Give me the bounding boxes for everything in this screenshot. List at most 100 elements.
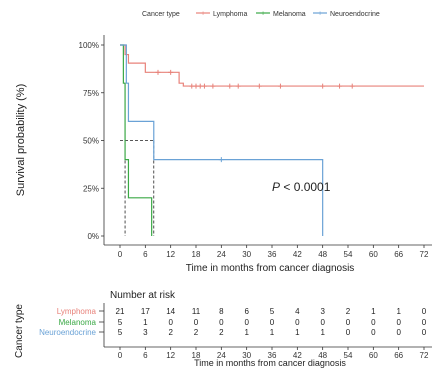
curve-lymphoma bbox=[120, 44, 424, 87]
risk-x-tick-label: 72 bbox=[420, 351, 429, 360]
censor-mark-lymphoma bbox=[320, 83, 326, 89]
legend-label-melanoma: Melanoma bbox=[273, 11, 306, 18]
km-xlabel: Time in months from cancer diagnosis bbox=[186, 263, 355, 274]
risk-cell-lymphoma: 17 bbox=[141, 307, 150, 316]
km-x-tick-label: 48 bbox=[318, 250, 327, 259]
risk-cell-neuroendocrine: 2 bbox=[168, 328, 173, 337]
risk-cell-melanoma: 0 bbox=[194, 318, 199, 327]
risk-cell-lymphoma: 8 bbox=[219, 307, 224, 316]
legend: Cancer type + Lymphoma + Melanoma + Neur… bbox=[142, 11, 380, 19]
km-y-axis: 0% 25% 50% 75% 100% bbox=[79, 41, 104, 241]
risk-cell-melanoma: 5 bbox=[118, 318, 123, 327]
risk-cell-neuroendocrine: 5 bbox=[118, 328, 123, 337]
legend-item-lymphoma: + Lymphoma bbox=[196, 11, 247, 18]
risk-cell-lymphoma: 1 bbox=[371, 307, 376, 316]
risk-cell-melanoma: 0 bbox=[270, 318, 275, 327]
km-y-tick-label: 25% bbox=[83, 184, 99, 193]
risk-cell-lymphoma: 11 bbox=[192, 307, 201, 316]
risk-cell-neuroendocrine: 0 bbox=[346, 328, 351, 337]
risk-cell-neuroendocrine: 0 bbox=[422, 328, 427, 337]
risk-x-tick-label: 0 bbox=[118, 351, 123, 360]
risk-table-ylabel: Cancer type bbox=[14, 304, 25, 358]
risk-cell-lymphoma: 3 bbox=[320, 307, 325, 316]
legend-label-neuroendocrine: Neuroendocrine bbox=[330, 11, 380, 18]
risk-x-tick-label: 24 bbox=[217, 351, 226, 360]
risk-cell-lymphoma: 21 bbox=[116, 307, 125, 316]
censor-mark-lymphoma bbox=[337, 83, 343, 89]
censor-marks bbox=[155, 69, 355, 163]
risk-cell-lymphoma: 4 bbox=[295, 307, 300, 316]
censor-mark-lymphoma bbox=[277, 83, 283, 89]
risk-cell-lymphoma: 1 bbox=[396, 307, 401, 316]
risk-cell-neuroendocrine: 1 bbox=[270, 328, 275, 337]
p-value-text: < 0.0001 bbox=[280, 180, 331, 194]
risk-cell-neuroendocrine: 1 bbox=[244, 328, 249, 337]
km-plot: Survival probability (%) 0% 25% 50% 75% 100%… bbox=[15, 35, 432, 274]
risk-table-title: Number at risk bbox=[110, 290, 176, 301]
risk-cell-melanoma: 0 bbox=[244, 318, 249, 327]
risk-cell-neuroendocrine: 0 bbox=[396, 328, 401, 337]
censor-mark-lymphoma bbox=[155, 69, 161, 75]
censor-mark-lymphoma bbox=[227, 83, 233, 89]
censor-mark-lymphoma bbox=[189, 83, 195, 89]
survival-curves bbox=[120, 44, 424, 236]
risk-x-tick-label: 30 bbox=[242, 351, 251, 360]
curve-melanoma bbox=[120, 44, 153, 236]
km-x-tick-label: 6 bbox=[143, 250, 148, 259]
legend-label-lymphoma: Lymphoma bbox=[213, 11, 247, 18]
km-y-tick-label: 0% bbox=[87, 232, 99, 241]
km-x-tick-label: 18 bbox=[192, 250, 201, 259]
km-x-tick-label: 42 bbox=[293, 250, 302, 259]
censor-mark-lymphoma bbox=[210, 83, 216, 89]
censor-mark-lymphoma bbox=[201, 83, 207, 89]
km-x-tick-label: 0 bbox=[118, 250, 123, 259]
km-x-tick-label: 12 bbox=[166, 250, 175, 259]
risk-x-tick-label: 54 bbox=[344, 351, 353, 360]
legend-key-plus-melanoma: + bbox=[261, 11, 265, 18]
risk-cell-neuroendocrine: 2 bbox=[194, 328, 199, 337]
risk-x-tick-label: 48 bbox=[318, 351, 327, 360]
km-x-tick-label: 24 bbox=[217, 250, 226, 259]
risk-x-tick-label: 18 bbox=[192, 351, 201, 360]
curve-neuroendocrine bbox=[120, 44, 324, 236]
risk-row-label-lymphoma: Lymphoma bbox=[57, 307, 97, 316]
km-x-tick-label: 36 bbox=[268, 250, 277, 259]
risk-cell-lymphoma: 5 bbox=[270, 307, 275, 316]
risk-x-tick-label: 60 bbox=[369, 351, 378, 360]
risk-x-tick-label: 42 bbox=[293, 351, 302, 360]
risk-cell-neuroendocrine: 0 bbox=[371, 328, 376, 337]
risk-cell-melanoma: 0 bbox=[320, 318, 325, 327]
risk-table-x-axis: 0 6 12 18 24 30 36 42 48 54 60 66 72 bbox=[118, 347, 429, 360]
risk-row-label-neuroendocrine: Neuroendocrine bbox=[39, 328, 96, 337]
risk-cell-melanoma: 0 bbox=[219, 318, 224, 327]
risk-x-tick-label: 36 bbox=[268, 351, 277, 360]
km-y-tick-label: 50% bbox=[83, 137, 99, 146]
risk-cell-lymphoma: 14 bbox=[166, 307, 175, 316]
legend-title: Cancer type bbox=[142, 11, 180, 18]
km-y-tick-label: 100% bbox=[79, 41, 99, 50]
km-x-tick-label: 30 bbox=[242, 250, 251, 259]
risk-cell-melanoma: 0 bbox=[295, 318, 300, 327]
risk-row-label-melanoma: Melanoma bbox=[59, 318, 97, 327]
risk-cell-neuroendocrine: 3 bbox=[143, 328, 148, 337]
km-x-tick-label: 72 bbox=[420, 250, 429, 259]
censor-mark-lymphoma bbox=[235, 83, 241, 89]
km-x-tick-label: 60 bbox=[369, 250, 378, 259]
censor-mark-neuroendocrine bbox=[218, 157, 224, 163]
risk-cell-lymphoma: 6 bbox=[244, 307, 249, 316]
risk-cell-neuroendocrine: 1 bbox=[295, 328, 300, 337]
risk-cell-melanoma: 0 bbox=[396, 318, 401, 327]
censor-mark-lymphoma bbox=[197, 83, 203, 89]
censor-mark-lymphoma bbox=[349, 83, 355, 89]
risk-cell-lymphoma: 0 bbox=[422, 307, 427, 316]
km-x-tick-label: 54 bbox=[344, 250, 353, 259]
risk-cell-neuroendocrine: 2 bbox=[219, 328, 224, 337]
legend-item-melanoma: + Melanoma bbox=[256, 11, 306, 18]
risk-cell-melanoma: 0 bbox=[346, 318, 351, 327]
risk-x-tick-label: 12 bbox=[166, 351, 175, 360]
risk-x-tick-label: 6 bbox=[143, 351, 148, 360]
risk-cell-melanoma: 0 bbox=[371, 318, 376, 327]
km-y-tick-label: 75% bbox=[83, 89, 99, 98]
